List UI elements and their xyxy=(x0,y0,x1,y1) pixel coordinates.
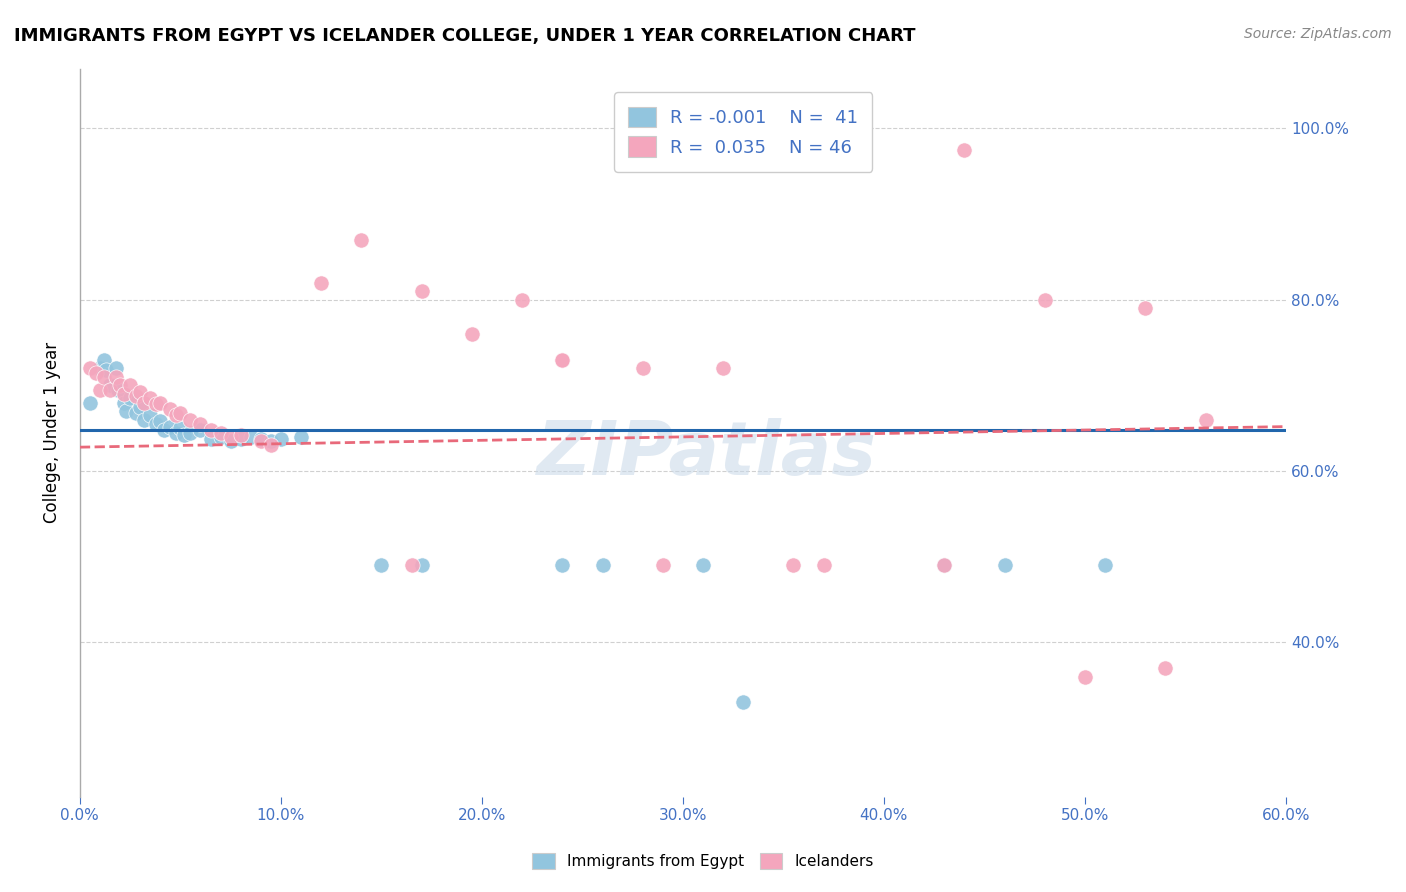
Point xyxy=(159,402,181,417)
Point xyxy=(200,432,222,446)
Point xyxy=(510,293,533,307)
Point xyxy=(592,558,614,573)
Point xyxy=(105,361,128,376)
Text: ZIPatlas: ZIPatlas xyxy=(537,418,877,491)
Point xyxy=(94,363,117,377)
Point xyxy=(107,383,129,397)
Point xyxy=(200,423,222,437)
Point xyxy=(219,430,242,444)
Point xyxy=(108,378,131,392)
Point xyxy=(153,423,176,437)
Point xyxy=(79,395,101,409)
Point xyxy=(112,387,135,401)
Text: IMMIGRANTS FROM EGYPT VS ICELANDER COLLEGE, UNDER 1 YEAR CORRELATION CHART: IMMIGRANTS FROM EGYPT VS ICELANDER COLLE… xyxy=(14,27,915,45)
Point xyxy=(129,400,152,414)
Point xyxy=(411,285,433,299)
Point xyxy=(370,558,392,573)
Point xyxy=(733,695,755,709)
Point xyxy=(249,434,271,449)
Point xyxy=(139,392,162,406)
Point xyxy=(89,361,111,376)
Legend: Immigrants from Egypt, Icelanders: Immigrants from Egypt, Icelanders xyxy=(526,847,880,875)
Point xyxy=(934,558,956,573)
Point xyxy=(134,413,156,427)
Point xyxy=(229,432,252,446)
Point xyxy=(105,370,128,384)
Point xyxy=(551,352,574,367)
Point xyxy=(1154,661,1177,675)
Point xyxy=(145,417,167,431)
Point xyxy=(1094,558,1116,573)
Text: Source: ZipAtlas.com: Source: ZipAtlas.com xyxy=(1244,27,1392,41)
Point xyxy=(173,428,195,442)
Point xyxy=(179,425,201,440)
Point xyxy=(249,432,271,446)
Point xyxy=(120,392,142,406)
Y-axis label: College, Under 1 year: College, Under 1 year xyxy=(44,342,60,524)
Point xyxy=(149,414,172,428)
Point xyxy=(145,397,167,411)
Point xyxy=(209,430,232,444)
Point xyxy=(165,409,187,423)
Point xyxy=(270,432,292,446)
Point xyxy=(190,417,212,431)
Point xyxy=(631,361,654,376)
Point xyxy=(782,558,804,573)
Point xyxy=(190,423,212,437)
Point xyxy=(1135,301,1157,316)
Point xyxy=(290,430,312,444)
Point xyxy=(1033,293,1056,307)
Point xyxy=(84,366,107,380)
Point xyxy=(551,558,574,573)
Point xyxy=(89,383,111,397)
Point xyxy=(651,558,673,573)
Point xyxy=(149,395,172,409)
Point xyxy=(813,558,835,573)
Point xyxy=(93,370,115,384)
Point xyxy=(79,361,101,376)
Point xyxy=(169,421,191,435)
Point xyxy=(411,558,433,573)
Point xyxy=(401,558,423,573)
Point xyxy=(125,406,148,420)
Point xyxy=(260,438,283,452)
Point xyxy=(169,406,191,420)
Point xyxy=(120,378,142,392)
Point xyxy=(692,558,714,573)
Point xyxy=(112,395,135,409)
Point xyxy=(350,233,373,247)
Point xyxy=(125,389,148,403)
Point xyxy=(93,352,115,367)
Point xyxy=(1194,413,1216,427)
Legend: R = -0.001    N =  41, R =  0.035    N = 46: R = -0.001 N = 41, R = 0.035 N = 46 xyxy=(614,92,873,172)
Point xyxy=(98,383,121,397)
Point xyxy=(934,558,956,573)
Point xyxy=(229,428,252,442)
Point xyxy=(129,385,152,400)
Point xyxy=(260,434,283,449)
Point xyxy=(1074,670,1097,684)
Point xyxy=(953,143,976,157)
Point xyxy=(309,276,332,290)
Point xyxy=(209,425,232,440)
Point xyxy=(165,425,187,440)
Point xyxy=(993,558,1015,573)
Point xyxy=(179,413,201,427)
Point xyxy=(711,361,734,376)
Point xyxy=(239,430,262,444)
Point xyxy=(98,378,121,392)
Point xyxy=(461,327,484,342)
Point xyxy=(219,434,242,449)
Point xyxy=(115,404,138,418)
Point xyxy=(134,395,156,409)
Point xyxy=(139,409,162,423)
Point xyxy=(159,419,181,434)
Point xyxy=(551,352,574,367)
